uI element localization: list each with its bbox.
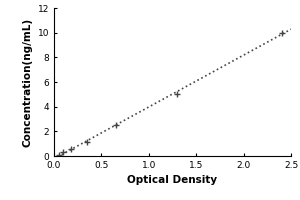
Y-axis label: Concentration(ng/mL): Concentration(ng/mL) (22, 17, 32, 147)
X-axis label: Optical Density: Optical Density (128, 175, 218, 185)
